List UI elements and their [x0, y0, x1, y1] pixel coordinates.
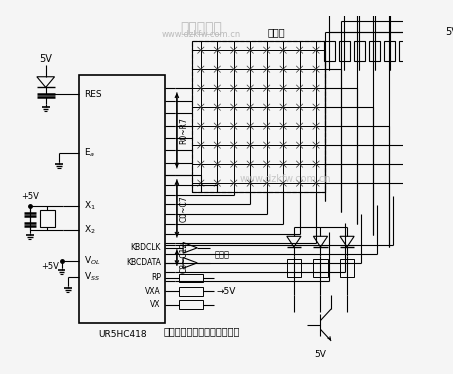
Text: 5V: 5V	[39, 54, 52, 64]
Bar	[178, 273, 203, 282]
Text: X$_1$: X$_1$	[84, 200, 96, 212]
Text: +5V: +5V	[21, 192, 39, 201]
Bar	[340, 259, 354, 277]
Text: 至主机: 至主机	[214, 251, 229, 260]
Polygon shape	[313, 236, 328, 247]
Text: UR5HC418: UR5HC418	[98, 330, 147, 339]
Bar	[324, 41, 335, 61]
Text: RP: RP	[151, 273, 161, 282]
Text: KBDCLK: KBDCLK	[130, 243, 161, 252]
Bar	[40, 210, 54, 227]
Text: VX: VX	[150, 300, 161, 309]
Text: 5V: 5V	[314, 350, 327, 359]
Bar	[79, 75, 165, 323]
Text: E$_a$: E$_a$	[84, 147, 95, 159]
Text: →5V: →5V	[217, 287, 236, 296]
Text: 5V: 5V	[445, 27, 453, 37]
Bar	[192, 41, 325, 192]
Bar	[369, 41, 380, 61]
Polygon shape	[340, 236, 354, 247]
Text: V$_{OL}$: V$_{OL}$	[84, 255, 100, 267]
Text: V$_{SS}$: V$_{SS}$	[84, 271, 100, 283]
Bar	[429, 41, 440, 61]
Bar	[192, 41, 325, 192]
Text: C8~C12: C8~C12	[179, 242, 188, 273]
Polygon shape	[183, 258, 197, 268]
Text: R0~R7: R0~R7	[179, 117, 188, 144]
Text: X$_2$: X$_2$	[84, 224, 96, 236]
Text: 注：空心箭头表示红信号通路: 注：空心箭头表示红信号通路	[164, 327, 240, 337]
Bar	[384, 41, 395, 61]
Text: www.dzkfw.com.cn: www.dzkfw.com.cn	[162, 30, 241, 39]
Text: VXA: VXA	[145, 287, 161, 296]
Text: RES: RES	[84, 90, 101, 99]
Bar	[178, 300, 203, 309]
Bar	[414, 41, 425, 61]
Bar	[313, 259, 328, 277]
Bar	[178, 287, 203, 296]
Text: 键阵列: 键阵列	[267, 27, 285, 37]
Text: 电子开发网: 电子开发网	[181, 21, 222, 35]
Text: www.dzkfw.com.cn: www.dzkfw.com.cn	[239, 174, 331, 184]
Bar	[287, 259, 301, 277]
Text: +5V: +5V	[41, 262, 59, 271]
Bar	[400, 41, 410, 61]
Text: KBCDATA: KBCDATA	[126, 258, 161, 267]
Polygon shape	[183, 242, 197, 253]
Text: C0~C7: C0~C7	[179, 195, 188, 222]
Polygon shape	[287, 236, 301, 247]
Polygon shape	[37, 77, 54, 88]
Bar	[339, 41, 350, 61]
Bar	[354, 41, 365, 61]
